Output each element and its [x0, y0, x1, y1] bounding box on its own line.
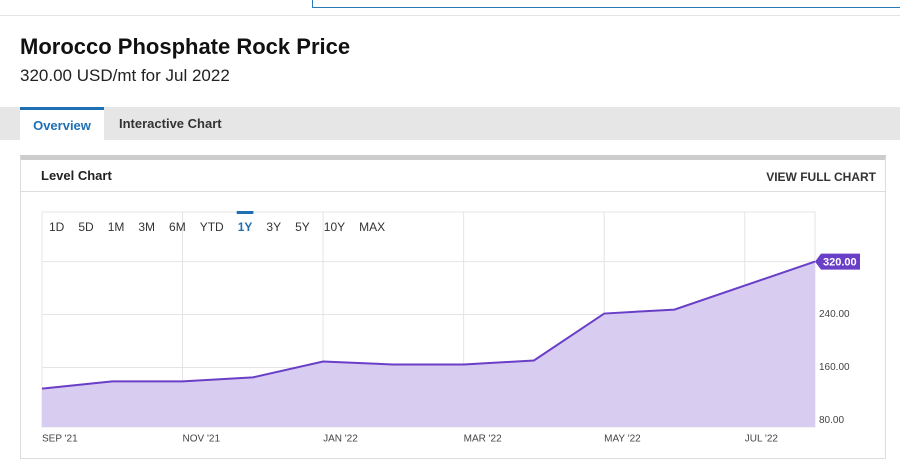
line	[41, 260, 816, 390]
range-button[interactable]: 10Y	[324, 220, 345, 234]
x-tick-label: JAN '22	[323, 434, 358, 445]
range-button[interactable]: 1Y	[238, 220, 253, 234]
y-tick-label: 160.00	[819, 362, 850, 373]
y-tick-label: 80.00	[819, 415, 844, 426]
card-action[interactable]: VIEW FULL CHART	[766, 170, 876, 184]
range-button[interactable]: 5Y	[295, 220, 310, 234]
y-tick-label: 240.00	[819, 309, 850, 320]
card-title: Level Chart	[41, 168, 112, 183]
range-button[interactable]: 1M	[108, 220, 125, 234]
range-active	[236, 211, 254, 214]
tab[interactable]: Interactive Chart	[119, 116, 222, 131]
page-subtitle: 320.00 USD/mt for Jul 2022	[20, 66, 230, 85]
page-title: Morocco Phosphate Rock Price	[20, 34, 351, 59]
range-button[interactable]: YTD	[200, 220, 224, 234]
x-tick-label: NOV '21	[183, 434, 221, 445]
value-label: 320.00	[823, 257, 857, 269]
range-button[interactable]: 5D	[78, 220, 94, 234]
x-tick-label: JUL '22	[745, 434, 779, 445]
value-tag	[815, 253, 860, 270]
x-tick-label: MAR '22	[464, 434, 502, 445]
range-button[interactable]: MAX	[359, 220, 385, 234]
area	[42, 261, 815, 427]
range-button[interactable]: 3Y	[266, 220, 281, 234]
range-button[interactable]: 3M	[138, 220, 155, 234]
card-divider	[21, 191, 885, 192]
x-tick-label: MAY '22	[604, 434, 641, 445]
top-bar	[0, 0, 900, 16]
tab-bar	[0, 107, 900, 140]
range-button[interactable]: 6M	[169, 220, 186, 234]
chart-card	[20, 155, 886, 459]
tab-active[interactable]: Overview	[20, 107, 104, 140]
x-tick-label: SEP '21	[42, 434, 78, 445]
search-box[interactable]	[312, 0, 900, 8]
range-button[interactable]: 1D	[49, 220, 65, 234]
